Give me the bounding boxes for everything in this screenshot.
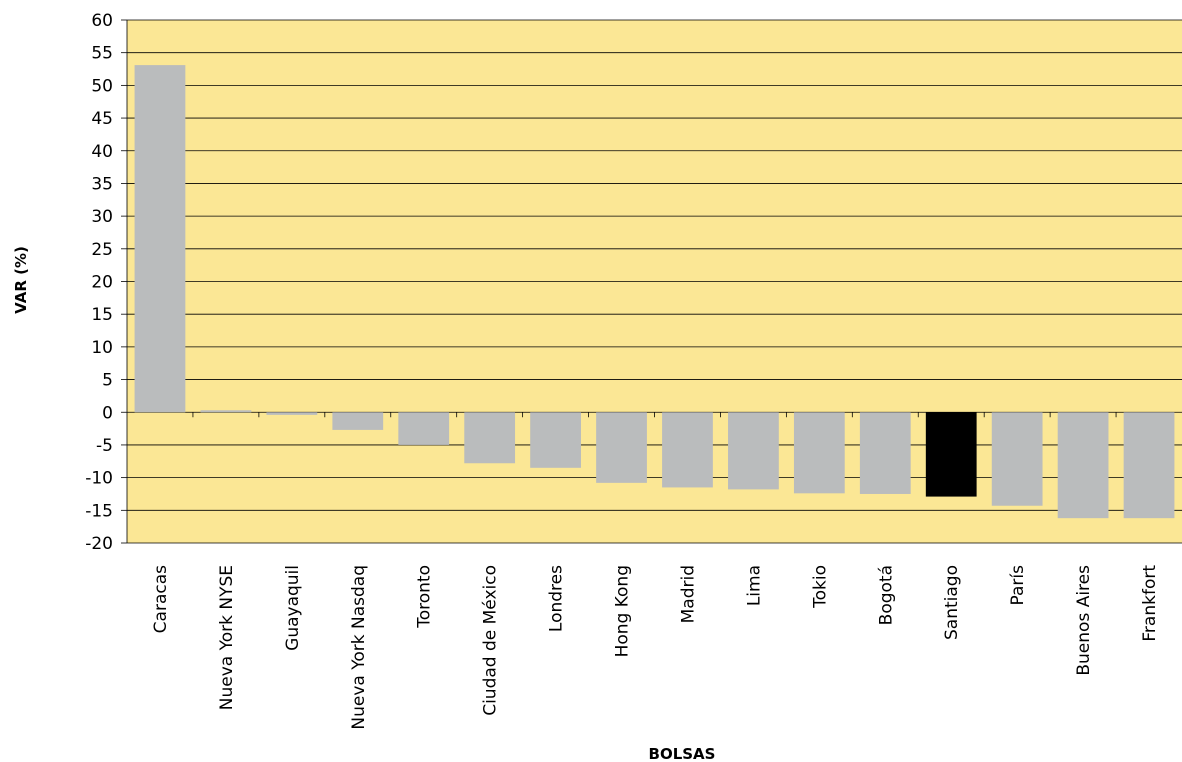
bars [134, 65, 1175, 519]
bar-ciudad-de-m-xico [464, 412, 516, 464]
bar-hong-kong [596, 412, 647, 483]
bar-lima [728, 412, 779, 490]
y-tick-label: -15 [85, 501, 113, 521]
bar-caracas [134, 65, 186, 413]
y-tick-label: 60 [91, 11, 113, 31]
bar-bogot- [859, 412, 911, 494]
x-tick-label: Tokio [810, 565, 830, 609]
y-tick-label: 10 [91, 338, 113, 358]
bar-nueva-york-nasdaq [332, 412, 384, 430]
bar-santiago [925, 412, 977, 497]
y-tick-label: 20 [91, 273, 113, 293]
y-tick-label: -10 [85, 469, 113, 489]
x-tick-label: Toronto [415, 565, 435, 629]
y-tick-label: 25 [91, 240, 113, 260]
x-tick-label: Lima [744, 565, 764, 606]
x-tick-label: Nueva York Nasdaq [349, 565, 369, 730]
y-tick-label: 30 [91, 207, 113, 227]
bar-frankfort [1123, 412, 1175, 519]
x-tick-label: Santiago [942, 565, 962, 640]
x-tick-label: Hong Kong [613, 565, 633, 657]
y-tick-label: 15 [91, 305, 113, 325]
x-tick-label: Ciudad de México [481, 565, 501, 716]
y-tick-label: 55 [91, 44, 113, 64]
y-axis-title: VAR (%) [12, 246, 30, 314]
y-tick-label: -5 [96, 436, 113, 456]
y-tick-label: 45 [91, 109, 113, 129]
bar-madrid [662, 412, 713, 488]
x-tick-labels: Caracas Nueva York NYSE Guayaquil Nueva Yor… [151, 565, 1160, 730]
x-tick-label: Londres [547, 565, 567, 632]
x-axis-title: BOLSAS [649, 745, 716, 762]
y-tick-label: 0 [102, 403, 113, 423]
y-tick-label: 50 [91, 76, 113, 96]
y-tick-label: 5 [102, 371, 113, 391]
y-tick-label: 35 [91, 174, 113, 194]
y-tick-label: 40 [91, 142, 113, 162]
bar-toronto [398, 412, 450, 445]
x-tick-label: París [1008, 565, 1028, 606]
bar-nueva-york-nyse [200, 410, 252, 413]
bar-londres [530, 412, 581, 468]
bar-buenos-aires [1057, 412, 1109, 519]
bar-guayaquil [266, 412, 318, 415]
y-tick-labels: -20 -15 -10 -5 0 5 10 15 20 25 30 35 40 45 50 55 60 [85, 11, 113, 554]
x-tick-label: Bogotá [876, 565, 896, 625]
x-tick-label: Nueva York NYSE [217, 565, 237, 710]
y-tick-label: -20 [85, 534, 113, 554]
x-tick-label: Caracas [151, 565, 171, 633]
x-tick-label: Frankfort [1140, 565, 1160, 642]
x-tick-label: Buenos Aires [1074, 565, 1094, 676]
x-tick-label: Madrid [678, 565, 698, 623]
bar-par-s [991, 412, 1043, 506]
bar-tokio [793, 412, 845, 494]
x-tick-label: Guayaquil [283, 565, 303, 651]
